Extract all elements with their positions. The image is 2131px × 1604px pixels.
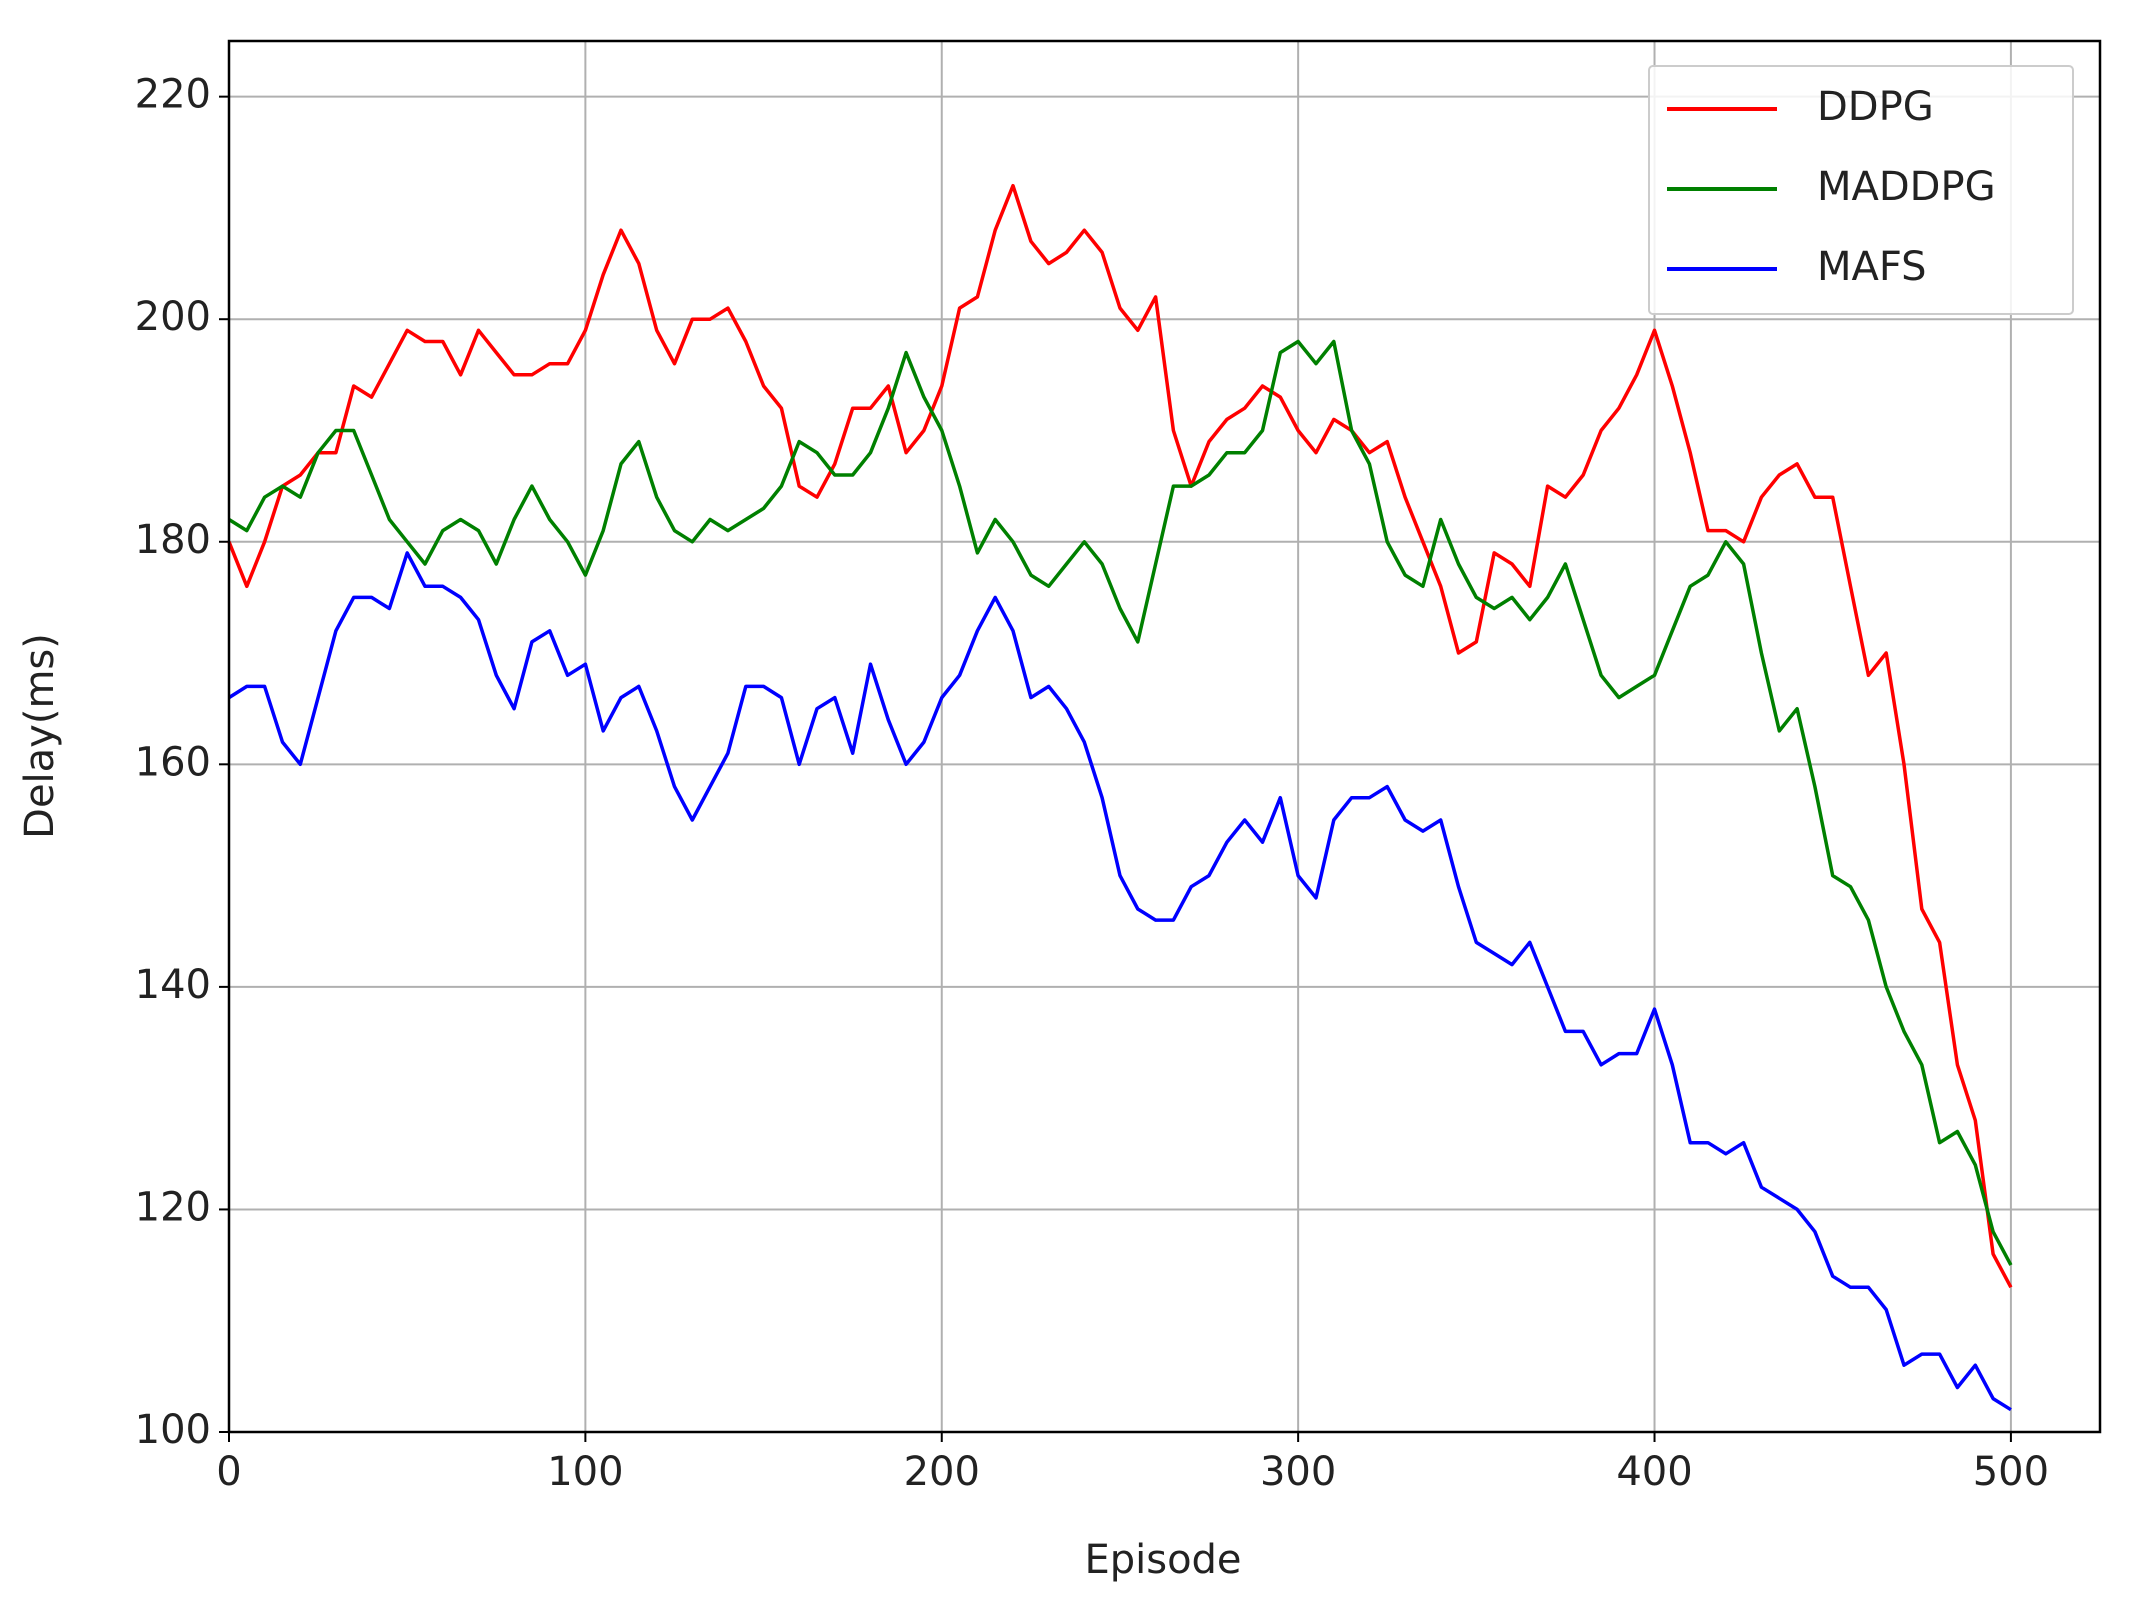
x-tick-label: 300 — [1260, 1449, 1336, 1495]
y-tick-label: 180 — [135, 517, 211, 563]
series-line — [227, 183, 2013, 1289]
y-tick-label: 160 — [135, 739, 211, 785]
legend-box — [1648, 65, 2074, 315]
x-tick-label: 500 — [1973, 1449, 2049, 1495]
y-tick-label: 220 — [135, 72, 211, 118]
x-tick-label: 0 — [216, 1449, 241, 1495]
legend-label: DDPG — [1817, 84, 1934, 130]
plot-frame — [227, 39, 2102, 1434]
series-line — [228, 339, 2013, 1266]
y-axis-label: Delay(ms) — [17, 633, 63, 839]
x-tick-label: 200 — [904, 1449, 980, 1495]
legend-label: MAFS — [1817, 244, 1927, 290]
y-tick-label: 200 — [135, 294, 211, 340]
y-tick-label: 100 — [135, 1407, 211, 1453]
x-tick-label: 100 — [547, 1449, 623, 1495]
y-tick-label: 120 — [135, 1184, 211, 1230]
x-tick-label: 400 — [1616, 1449, 1692, 1495]
y-tick-label: 140 — [135, 962, 211, 1008]
series-line — [228, 551, 2012, 1412]
x-axis-label: Episode — [1084, 1537, 1241, 1583]
legend-label: MADDPG — [1817, 164, 1996, 210]
